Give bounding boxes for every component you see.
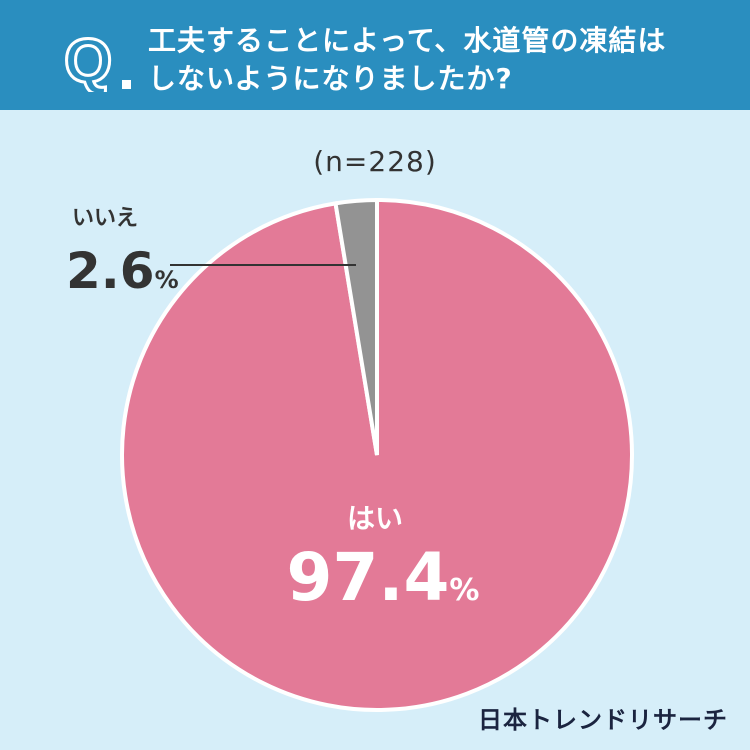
brand-logo-text: 日本トレンドリサーチ xyxy=(478,706,728,734)
slice-value-no: 2.6% xyxy=(66,242,179,300)
q-dot xyxy=(122,80,131,89)
pie-slice-no xyxy=(333,197,379,456)
q-letter: Q xyxy=(64,27,112,92)
slice-value-yes: 97.4% xyxy=(287,539,480,616)
question-title-line1: 工夫することによって、水道管の凍結は xyxy=(148,24,667,57)
slice-label-no: いいえ xyxy=(72,206,138,231)
question-header: Q 工夫することによって、水道管の凍結は しないようになりましたか? xyxy=(0,0,750,110)
sample-size-label: (n=228) xyxy=(313,145,437,178)
question-title: 工夫することによって、水道管の凍結は しないようになりましたか? xyxy=(148,22,708,98)
slice-label-yes: はい xyxy=(347,502,403,535)
pie-slices xyxy=(120,197,634,712)
question-q-icon: Q xyxy=(63,26,131,92)
question-title-line2: しないようになりましたか? xyxy=(148,62,513,95)
